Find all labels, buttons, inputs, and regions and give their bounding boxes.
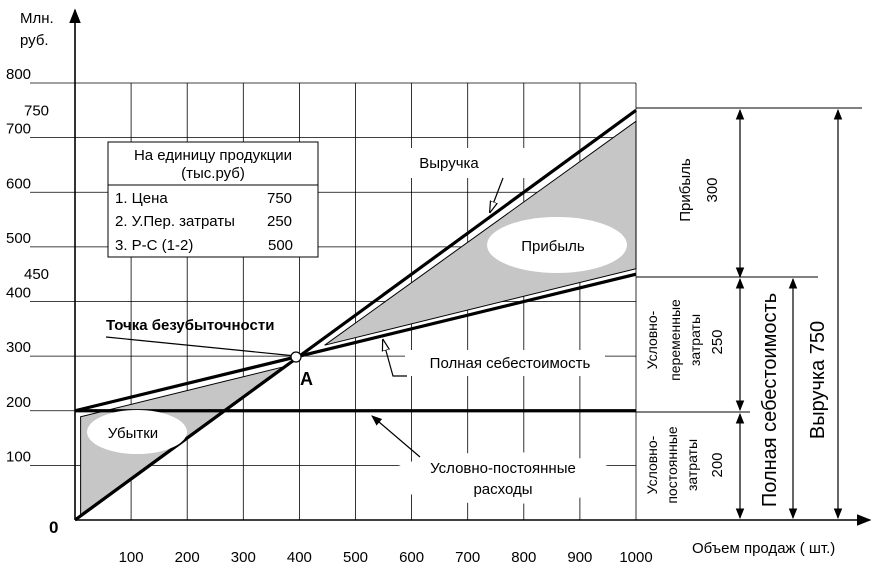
x-tick-label: 500 — [343, 549, 368, 566]
break-even-label: Точка безубыточности — [106, 317, 274, 334]
x-tick-label: 200 — [175, 549, 200, 566]
profit-region — [324, 120, 637, 346]
profit-bracket-value: 300 — [704, 177, 721, 202]
info-box-title-2: (тыс.руб) — [181, 165, 245, 182]
variable-cost-value: 250 — [709, 329, 726, 354]
fixed-cost-bracket-value: 200 — [709, 452, 726, 477]
y-unit-label-2: руб. — [20, 32, 49, 49]
full-cost-callout: Полная себестоимость — [383, 340, 605, 377]
x-tick-label: 300 — [231, 549, 256, 566]
x-tick-label: 600 — [399, 549, 424, 566]
x-tick-label: 800 — [511, 549, 536, 566]
revenue-label: Выручка — [419, 155, 479, 172]
full-cost-label: Полная себестоимость — [430, 355, 591, 372]
info-row-3-label: 3. Р-С (1-2) — [115, 237, 193, 254]
info-row-1-value: 750 — [267, 190, 292, 207]
x-tick-label: 900 — [567, 549, 592, 566]
info-row-2-label: 2. У.Пер. затраты — [115, 213, 235, 230]
info-row-1-label: 1. Цена — [115, 190, 168, 207]
fixed-cost-bracket-label-2: постоянные — [664, 426, 680, 504]
y-tick-label: 200 — [6, 394, 31, 411]
right-annotations: Прибыль 300 Условно- переменные затраты … — [636, 107, 862, 520]
tick-labels: 100 200 300 400 500 600 700 800 900 1000 100 200 300… — [6, 66, 653, 566]
break-even-point — [290, 351, 302, 363]
series-lines — [74, 109, 637, 522]
variable-cost-label-3: затраты — [687, 314, 703, 366]
profit-region-label: Прибыль — [521, 238, 585, 255]
x-tick-label: 700 — [455, 549, 480, 566]
fixed-cost-callout: Условно-постоянные расходы — [371, 415, 621, 504]
profit-region-bubble — [487, 217, 627, 273]
x-tick-label: 100 — [119, 549, 144, 566]
info-row-3-value: 500 — [268, 237, 293, 254]
x-axis-label: Объем продаж ( шт.) — [692, 540, 835, 557]
y-tick-label: 600 — [6, 175, 31, 192]
y-extra-tick-label: 450 — [24, 266, 49, 283]
series-line — [74, 109, 637, 522]
variable-cost-label-1: Условно- — [644, 310, 660, 369]
fixed-cost-label-2: расходы — [473, 481, 532, 498]
info-box-title-1: На единицу продукции — [134, 147, 292, 164]
loss-region-label: Убытки — [108, 425, 158, 442]
y-tick-label: 300 — [6, 339, 31, 356]
revenue-bracket-label: Выручка 750 — [807, 321, 829, 439]
revenue-callout: Выручка — [390, 148, 525, 212]
full-cost-bracket-label: Полная себестоимость — [759, 293, 781, 507]
profit-bracket-label: Прибыль — [677, 158, 694, 222]
x-tick-label: 400 — [287, 549, 312, 566]
y-tick-label: 700 — [6, 121, 31, 138]
fixed-cost-bracket-label-1: Условно- — [644, 435, 660, 494]
info-row-2-value: 250 — [267, 213, 292, 230]
y-unit-label-1: Млн. — [20, 10, 54, 27]
break-even-point-label: A — [300, 369, 313, 389]
break-even-callout: Точка безубыточности A — [105, 317, 313, 389]
y-tick-label: 100 — [6, 448, 31, 465]
y-tick-label: 800 — [6, 66, 31, 83]
loss-region-bubble — [87, 410, 187, 454]
variable-cost-label-2: переменные — [667, 299, 683, 381]
info-box: На единицу продукции (тыс.руб) 1. Цена 7… — [107, 141, 319, 258]
origin-label: 0 — [49, 518, 58, 537]
series-line — [74, 272, 637, 413]
x-tick-label: 1000 — [619, 549, 652, 566]
fixed-cost-bracket-label-3: затраты — [684, 439, 700, 491]
y-tick-label: 400 — [6, 285, 31, 302]
fixed-cost-label-1: Условно-постоянные — [430, 460, 576, 477]
y-tick-label: 500 — [6, 230, 31, 247]
y-extra-tick-label: 750 — [24, 102, 49, 119]
